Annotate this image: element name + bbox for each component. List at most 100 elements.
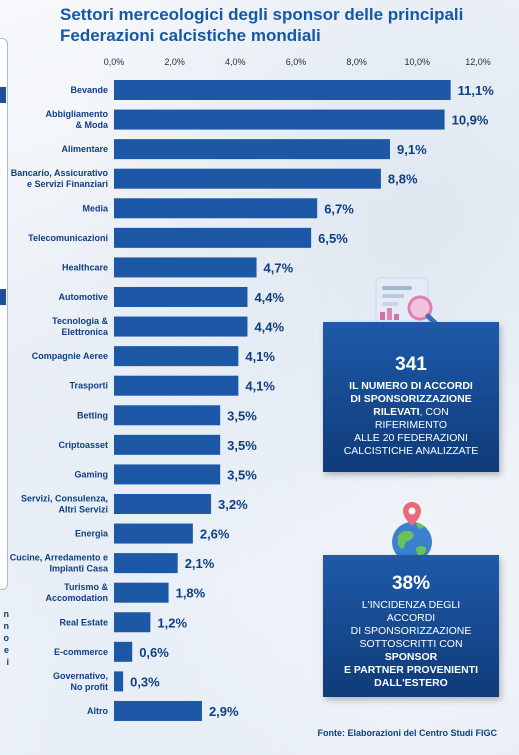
category-label: Criptoasset — [58, 440, 108, 450]
bar — [114, 80, 451, 100]
bar — [114, 375, 239, 396]
value-label: 1,8% — [176, 586, 206, 601]
category-label-line: Accomodation — [45, 593, 108, 603]
value-label: 4,1% — [245, 379, 275, 394]
bar — [114, 227, 312, 248]
category-label-line: Governativo, — [53, 671, 108, 681]
category-label-line: Cucine, Arredamento e — [10, 553, 108, 563]
value-label: 4,4% — [254, 290, 284, 305]
side-text-fragment: n n o e i — [0, 608, 10, 668]
stat-line: DI SPONSORIZZAZIONE — [350, 625, 472, 637]
category-label: Compagnie Aeree — [32, 351, 108, 361]
value-label: 6,7% — [324, 201, 354, 216]
stat-line: L'INCIDENZA DEGLI ACCORDI — [361, 599, 461, 624]
value-label: 0,3% — [130, 674, 160, 689]
value-label: 4,1% — [245, 349, 275, 364]
category-label: Altro — [87, 706, 108, 716]
stat-line: E PARTNER PROVENIENTI — [344, 664, 478, 676]
category-label-line: Criptoasset — [58, 440, 108, 450]
category-label-line: Abbigliamento — [46, 109, 109, 119]
bar — [114, 286, 248, 307]
value-label: 6,5% — [318, 231, 348, 246]
category-label-line: Altro — [87, 706, 108, 716]
category-label: Tecnologia & Elettronica — [52, 316, 109, 337]
category-label: Bevande — [70, 85, 108, 95]
category-label-line: Servizi, Consulenza, — [21, 493, 108, 503]
stat-box-agreements: 341 IL NUMERO DI ACCORDI DI SPONSORIZZAZ… — [323, 322, 499, 472]
x-tick-label: 2,0% — [164, 57, 185, 67]
bar — [114, 464, 221, 485]
category-label-line: Gaming — [74, 469, 108, 479]
value-label: 3,5% — [227, 467, 257, 482]
category-label-line: Bancario, Assicurativo — [11, 168, 109, 178]
category-label: Real Estate — [59, 617, 108, 627]
category-label-line: Energia — [75, 529, 109, 539]
side-panel-edge — [0, 38, 8, 590]
stat-line: , CON RIFERIMENTO — [374, 406, 449, 431]
category-label-line: Elettronica — [61, 327, 109, 337]
x-tick-label: 0,0% — [104, 57, 125, 67]
category-label: Energia — [75, 529, 109, 539]
bar — [114, 316, 248, 337]
bar — [114, 582, 169, 603]
value-label: 1,2% — [157, 615, 187, 630]
stat-line: IL NUMERO DI ACCORDI — [349, 380, 473, 392]
bar — [114, 405, 221, 426]
category-label-line: Automotive — [59, 292, 109, 302]
bar — [114, 434, 221, 455]
category-label: E-commerce — [54, 647, 108, 657]
bar — [114, 612, 151, 633]
value-label: 11,1% — [458, 83, 495, 98]
side-panel-tab — [0, 87, 6, 103]
category-label: Abbigliamento & Moda — [46, 109, 109, 130]
category-label: Automotive — [59, 292, 109, 302]
category-label-line: Real Estate — [59, 617, 108, 627]
stat-box-foreign-share: 38% L'INCIDENZA DEGLI ACCORDI DI SPONSOR… — [323, 555, 499, 697]
stat-line: SPONSOR — [384, 651, 438, 663]
category-label-line: Turismo & — [64, 582, 108, 592]
value-label: 8,8% — [388, 172, 418, 187]
chart-title-line-1: Settori merceologici degli sponsor delle… — [60, 5, 464, 24]
x-tick-label: 4,0% — [225, 57, 246, 67]
category-label: Telecomunicazioni — [28, 233, 108, 243]
side-text-char: i — [6, 657, 9, 667]
x-tick-label: 8,0% — [346, 57, 367, 67]
value-label: 3,5% — [227, 408, 257, 423]
value-label: 9,1% — [397, 142, 427, 157]
stat-description: IL NUMERO DI ACCORDI DI SPONSORIZZAZIONE… — [337, 380, 485, 458]
stat-description: L'INCIDENZA DEGLI ACCORDI DI SPONSORIZZA… — [337, 599, 485, 690]
side-panel-tab — [0, 289, 6, 305]
category-label-line: Healthcare — [62, 262, 108, 272]
category-label-line: Trasporti — [69, 381, 108, 391]
value-label: 4,7% — [264, 260, 294, 275]
value-label: 2,6% — [200, 527, 230, 542]
bar — [114, 109, 445, 130]
x-tick-label: 10,0% — [405, 57, 431, 67]
value-label: 2,9% — [209, 704, 239, 719]
side-text-char: e — [3, 645, 9, 655]
chart-title-line-2: Federazioni calcistiche mondiali — [60, 26, 321, 45]
category-label: Betting — [77, 410, 108, 420]
category-label-line: Media — [82, 203, 109, 213]
category-label-line: Bevande — [70, 85, 108, 95]
bar — [114, 257, 257, 278]
value-label: 4,4% — [254, 320, 284, 335]
x-tick-label: 6,0% — [286, 57, 307, 67]
source-note: Fonte: Elaborazioni del Centro Studi FIG… — [317, 728, 498, 738]
value-label: 3,2% — [218, 497, 248, 512]
category-label-line: e Servizi Finanziari — [27, 179, 108, 189]
bar — [114, 553, 178, 574]
stat-line: CALCISTICHE ANALIZZATE — [343, 445, 479, 457]
category-label: Alimentare — [61, 144, 108, 154]
bar — [114, 346, 239, 367]
category-label-line: Betting — [77, 410, 108, 420]
stat-line: ALLE 20 FEDERAZIONI — [354, 432, 468, 444]
side-text-char: n — [3, 621, 10, 631]
chart-title: Settori merceologici degli sponsor delle… — [60, 4, 500, 46]
category-label-line: Telecomunicazioni — [28, 233, 108, 243]
stat-number: 38% — [391, 573, 431, 594]
stat-line: SOTTOSCRITTI CON — [359, 638, 463, 650]
value-label: 10,9% — [452, 113, 489, 128]
category-label: Governativo, No profit — [53, 671, 108, 692]
category-label: Servizi, Consulenza, Altri Servizi — [21, 493, 108, 514]
